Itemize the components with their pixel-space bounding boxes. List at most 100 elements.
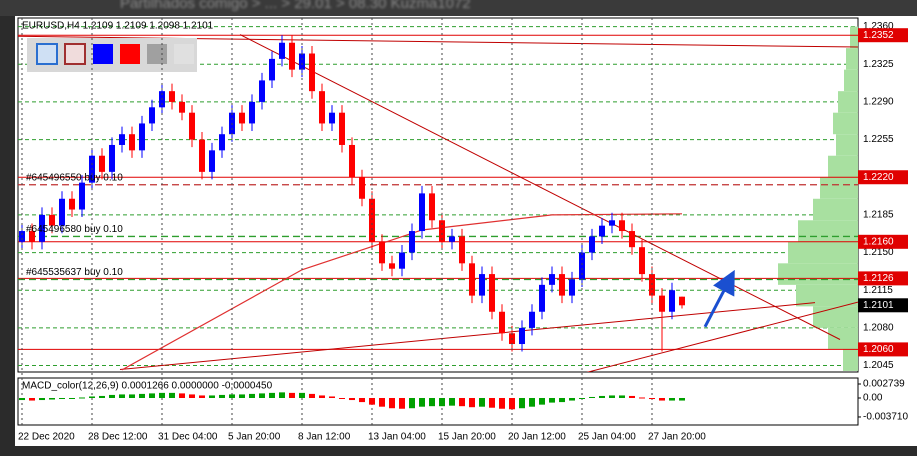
macd-bar [319,395,325,398]
candle-body [599,225,605,237]
candle-body [449,236,455,242]
candle-body [289,42,295,70]
candle-body [259,80,265,102]
candle-body [209,150,215,172]
macd-bar [189,394,195,398]
candle-body [329,112,335,124]
plot-area [18,26,858,372]
y-tick-label: 1.2325 [863,59,894,70]
macd-bar [309,393,315,398]
macd-bar [449,397,455,406]
macd-bar [269,392,275,398]
macd-bar [499,397,505,409]
macd-bar [79,397,85,399]
macd-bar [249,393,255,398]
level-box [858,342,908,357]
macd-bar [159,392,165,398]
macd-bar [609,395,615,398]
macd-bar [679,397,685,401]
profile-bar [844,69,858,92]
macd-bar [539,397,545,405]
candle-body [279,42,285,59]
macd-bar [619,395,625,398]
candle-body [619,220,625,232]
macd-bar [199,395,205,398]
profile-bar [778,263,858,285]
macd-bar [389,397,395,409]
macd-bar [639,397,645,399]
macd-bar [459,397,465,407]
candle-body [339,112,345,145]
macd-bar [349,397,355,401]
candle-body [539,284,545,312]
profile-bar [813,198,858,221]
macd-bar [29,397,35,401]
macd-bar [169,392,175,398]
macd-bar [39,397,45,401]
x-tick-label: 22 Dec 2020 [18,432,75,443]
candle-body [459,236,465,264]
candle-body [659,295,665,312]
macd-tick-label: 0.002739 [863,379,905,390]
y-tick-label: 1.2185 [863,210,894,221]
macd-panel [17,377,859,426]
tool-icon[interactable] [93,44,113,64]
candle-body [469,263,475,296]
candle-body [19,231,25,242]
macd-bar [109,394,115,398]
macd-bar [439,397,445,407]
level-box [858,271,908,286]
candle-body [299,53,305,70]
y-tick-label: 1.2080 [863,323,894,334]
breadcrumb: Partilhados comigo > ... > 29.01 > 08.30… [120,0,471,12]
macd-bar [339,397,345,399]
macd-title: MACD_color(12,26,9) 0.0001266 0.0000000 … [22,381,273,392]
macd-bar [369,397,375,405]
candle-body [269,58,275,81]
x-tick-label: 27 Jan 20:00 [648,432,706,443]
tool-icon[interactable] [147,44,167,64]
x-tick-label: 5 Jan 20:00 [228,432,281,443]
tool-icon[interactable] [120,44,140,64]
macd-bar [89,396,95,398]
current-price: 1.2101 [863,300,894,311]
candle-body [559,274,565,296]
macd-bar [299,392,305,398]
candle-body [679,296,685,306]
candle-body [169,91,175,102]
candle-body [639,247,645,275]
candle-body [409,231,415,253]
candle-body [519,327,525,345]
macd-bar [479,397,485,407]
level-label: 1.2220 [863,172,894,183]
level-label: 1.2060 [863,344,894,355]
candle-body [359,177,365,199]
profile-bar [828,155,858,178]
tool-icon[interactable] [174,44,194,64]
candle-body [379,241,385,264]
candle-body [219,134,225,151]
top-bar [0,0,917,16]
x-tick-label: 15 Jan 20:00 [438,432,496,443]
macd-bar [259,393,265,398]
tool-icon[interactable] [64,43,86,65]
candle-body [439,220,445,242]
candle-body [669,290,675,312]
macd-bar [19,397,25,401]
profile-bar [798,220,858,242]
y-tick-label: 1.2115 [863,285,893,296]
macd-bar [49,397,55,400]
candle-body [119,134,125,145]
macd-bar [559,397,565,403]
macd-bar [489,397,495,408]
macd-bar [279,392,285,398]
macd-bar [529,397,535,407]
tool-icon[interactable] [36,43,58,65]
candle-body [319,91,325,124]
macd-bar [519,397,525,409]
price-box [858,298,908,313]
candle-body [609,220,615,226]
macd-bar [549,397,555,403]
